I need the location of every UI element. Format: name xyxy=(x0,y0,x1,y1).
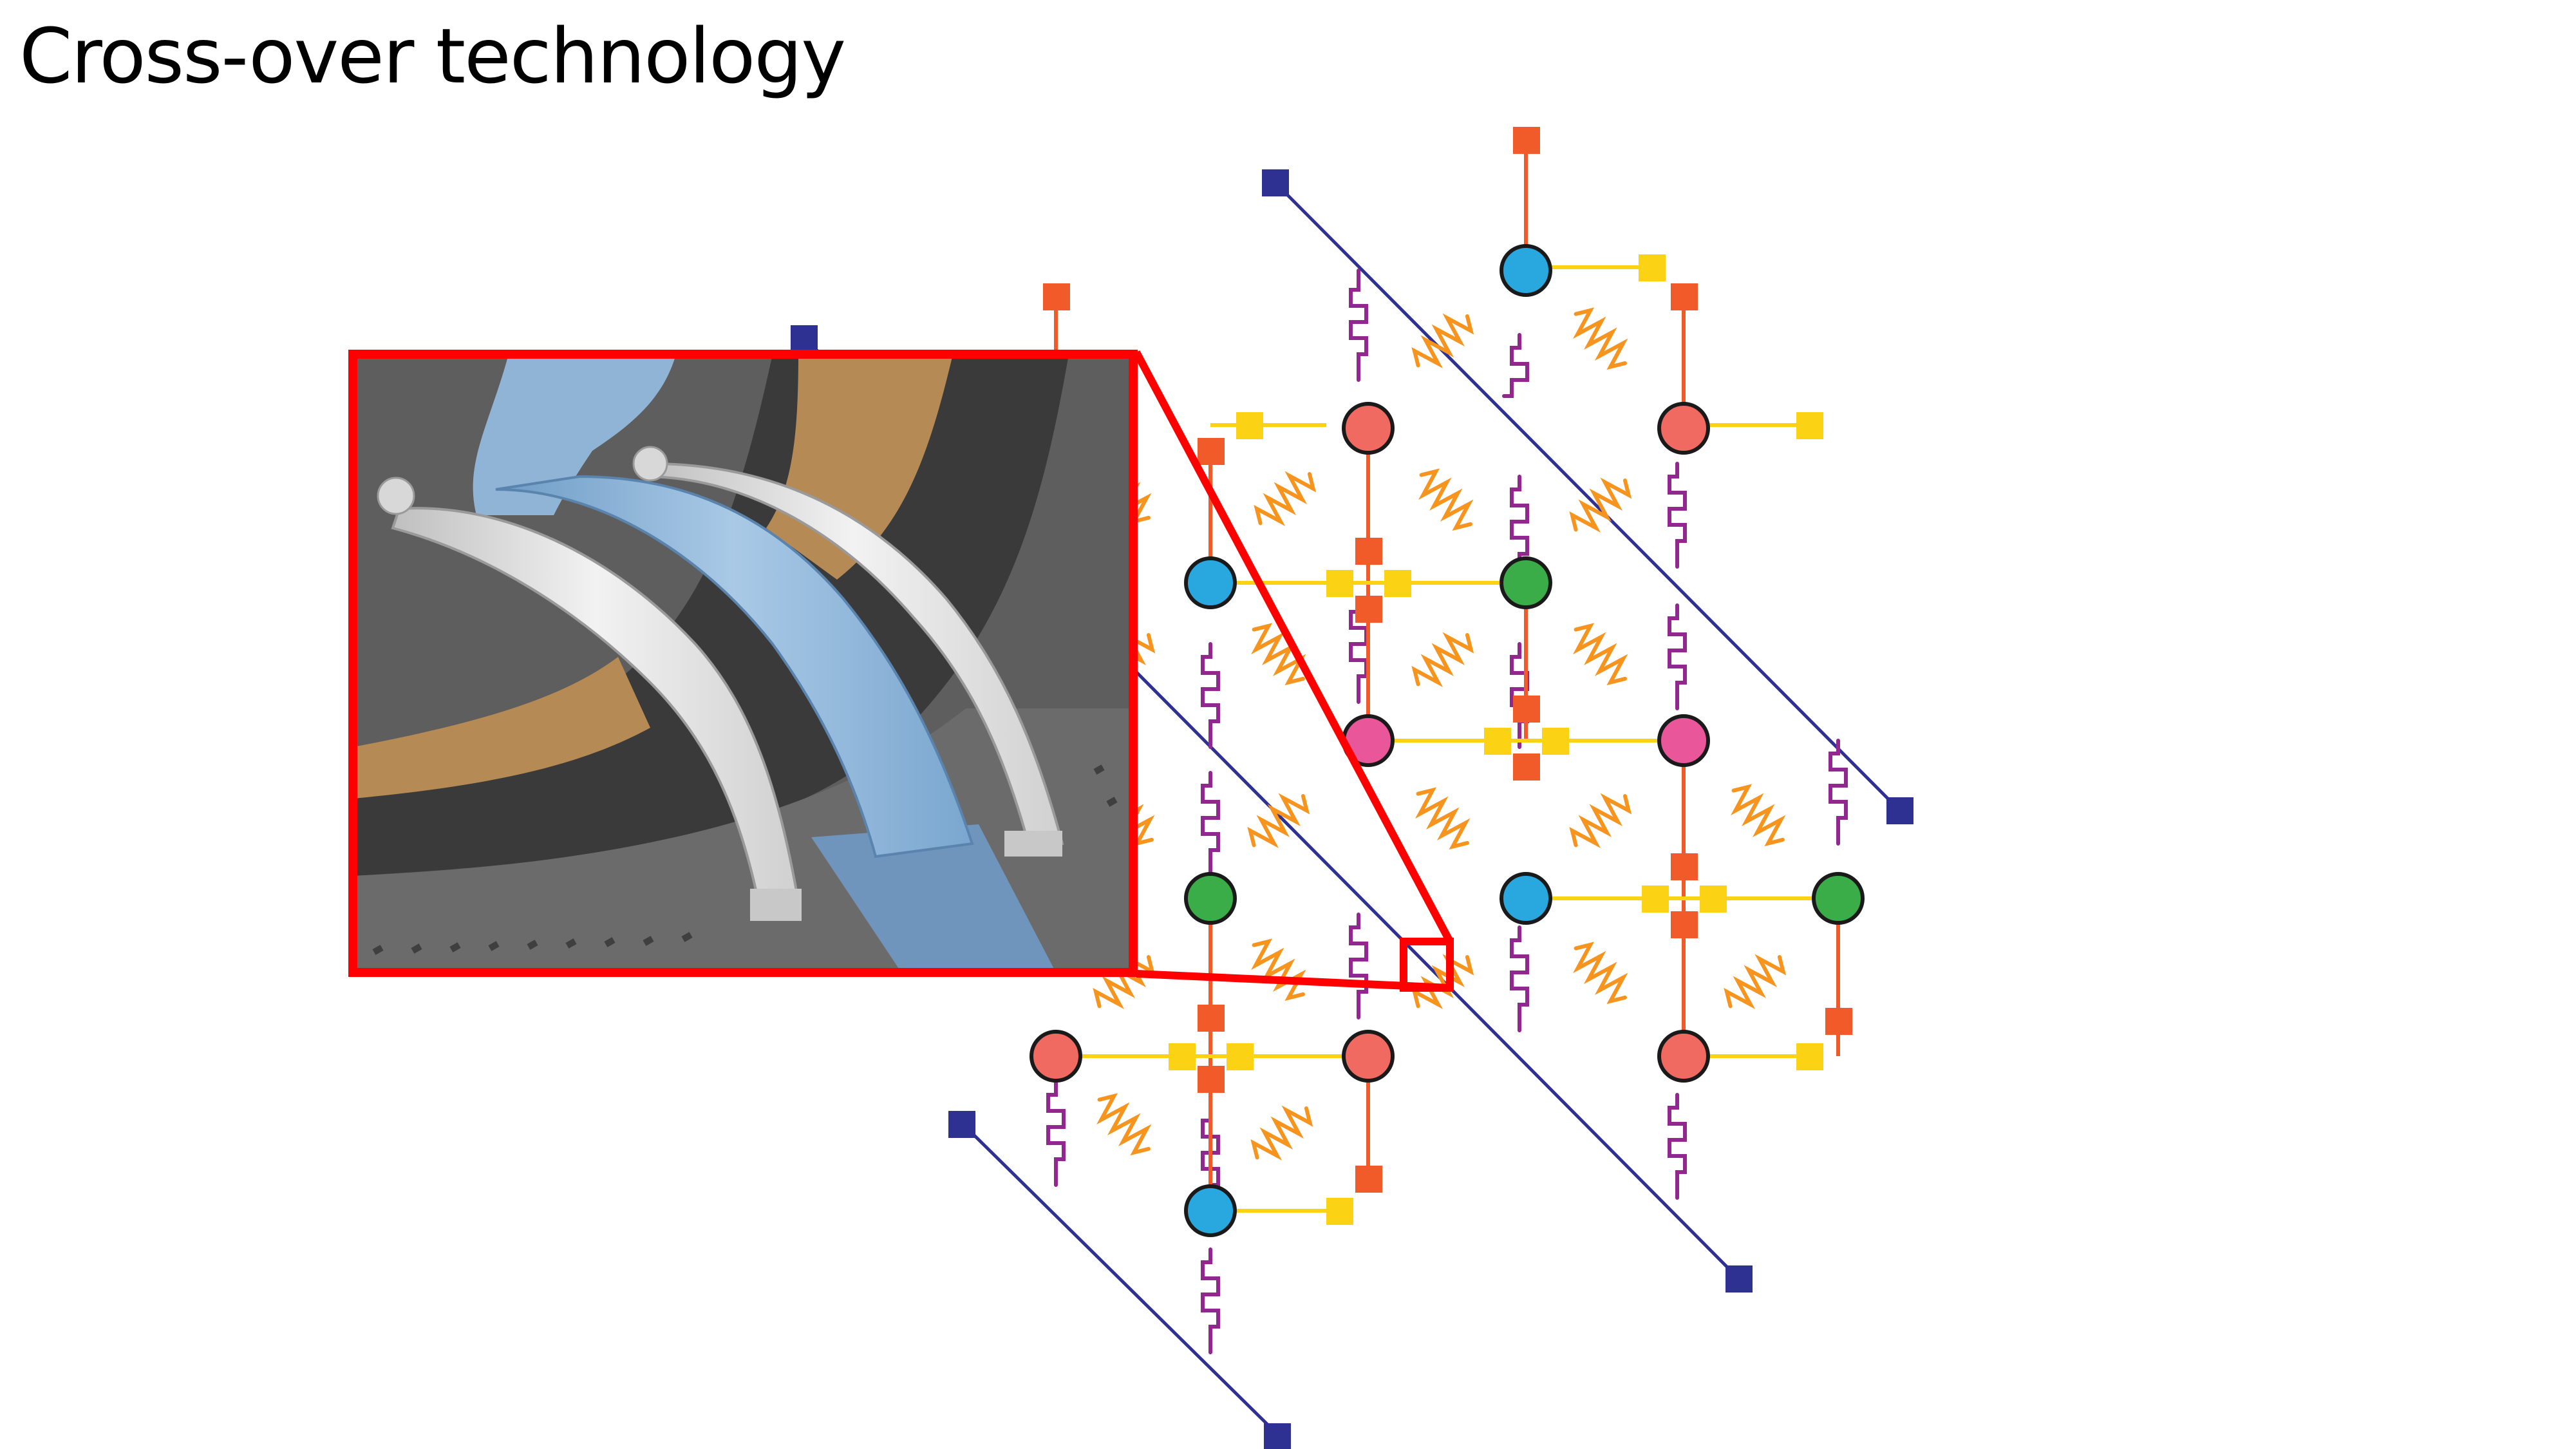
port-square xyxy=(1542,728,1569,755)
resonator xyxy=(1201,1247,1220,1354)
port-square xyxy=(1671,283,1698,310)
qubit-pink xyxy=(1657,714,1710,767)
resonator xyxy=(1349,597,1368,704)
resonator xyxy=(1502,333,1529,398)
air-bridge-center xyxy=(495,475,974,858)
resonator xyxy=(1510,925,1529,1032)
qubit-green xyxy=(1184,872,1237,925)
coupler xyxy=(1415,787,1471,850)
qubit-green xyxy=(1812,872,1865,925)
port-square xyxy=(948,1111,975,1138)
drive-ports xyxy=(1043,127,1852,1193)
port-square xyxy=(1264,1423,1291,1449)
qubit-blue xyxy=(1184,1184,1237,1237)
port-square xyxy=(1513,127,1540,154)
flux-line xyxy=(1275,182,1901,811)
coupler xyxy=(1573,307,1628,370)
port-square xyxy=(1043,283,1070,310)
port-square xyxy=(1384,570,1411,597)
port-square xyxy=(1198,1005,1225,1032)
coupler xyxy=(1569,793,1632,848)
zoom-connector xyxy=(1133,350,1454,943)
qubit-blue xyxy=(1500,872,1552,925)
coupler xyxy=(1096,1093,1152,1156)
port-square xyxy=(1198,438,1225,465)
port-square xyxy=(1169,1043,1196,1070)
port-square xyxy=(791,325,818,352)
coupler xyxy=(1254,471,1317,526)
coupler xyxy=(1573,942,1628,1005)
coupler xyxy=(1251,938,1306,1001)
coupler xyxy=(1093,954,1156,1009)
port-square xyxy=(1326,1198,1353,1225)
port-square xyxy=(1796,1043,1823,1070)
coupler xyxy=(1569,477,1632,533)
qubit-blue xyxy=(1184,556,1237,609)
couplers xyxy=(1093,307,1787,1160)
port-square xyxy=(1639,254,1666,281)
coupler xyxy=(1731,784,1786,847)
port-square xyxy=(1671,853,1698,880)
port-square xyxy=(1355,538,1382,565)
sem-inset xyxy=(348,350,1138,977)
coupler xyxy=(1573,623,1628,686)
resonator xyxy=(1046,1080,1066,1187)
resonator xyxy=(1668,1093,1687,1200)
qubit-red xyxy=(1657,402,1710,455)
resonator xyxy=(1201,642,1220,749)
port-square xyxy=(1886,797,1913,824)
zoom-indicator xyxy=(1133,350,1454,992)
resonators xyxy=(1046,269,1848,1354)
port-square xyxy=(1355,596,1382,623)
resonator xyxy=(1668,603,1687,710)
port-square xyxy=(1484,728,1511,755)
port-square xyxy=(1236,412,1263,439)
port-square xyxy=(1642,886,1669,913)
qubit-blue xyxy=(1500,244,1552,297)
resonator xyxy=(1829,739,1848,846)
port-square xyxy=(1513,696,1540,723)
coupler xyxy=(1247,793,1310,848)
flux-line xyxy=(961,1122,1279,1436)
resonator xyxy=(1201,771,1220,878)
resonator xyxy=(1349,269,1368,382)
port-square xyxy=(1262,169,1289,196)
port-square xyxy=(1513,753,1540,781)
port-square xyxy=(1198,1066,1225,1093)
flux-ports xyxy=(791,169,1913,1449)
port-square xyxy=(1796,412,1823,439)
resonator xyxy=(1510,475,1529,582)
port-square xyxy=(1326,570,1353,597)
qubit-red xyxy=(1657,1030,1710,1083)
zoom-frame xyxy=(348,350,1138,977)
qubit-red xyxy=(1342,1030,1395,1083)
resonator xyxy=(1668,462,1687,569)
port-square xyxy=(1355,1166,1382,1193)
qubit-red xyxy=(1029,1030,1082,1083)
port-square xyxy=(1825,1008,1852,1035)
zoom-connector xyxy=(1136,970,1451,992)
coupler xyxy=(1251,623,1306,686)
qubit-red xyxy=(1342,402,1395,455)
readout-ports xyxy=(1169,254,1823,1225)
port-square xyxy=(1671,911,1698,938)
coupler xyxy=(1418,468,1474,531)
port-square xyxy=(1227,1043,1254,1070)
port-square xyxy=(1700,886,1727,913)
slide-title: Cross-over technology xyxy=(19,12,846,100)
coupler xyxy=(1411,632,1474,687)
coupler xyxy=(1250,1105,1313,1160)
qubit-green xyxy=(1500,556,1552,609)
resonator xyxy=(1349,913,1368,1019)
coupler xyxy=(1724,954,1787,1009)
coupler xyxy=(1411,313,1474,368)
port-square xyxy=(1725,1265,1753,1293)
qubits xyxy=(1029,244,1865,1237)
coupler xyxy=(1411,954,1474,1009)
